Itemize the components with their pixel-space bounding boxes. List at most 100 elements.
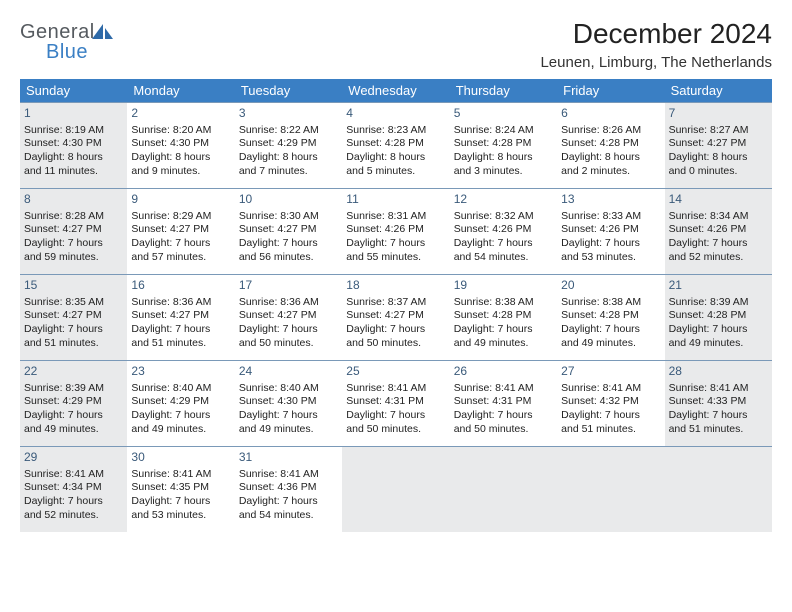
sunrise-text: Sunrise: 8:41 AM <box>454 382 553 396</box>
daylight1-text: Daylight: 8 hours <box>669 151 768 165</box>
sunset-text: Sunset: 4:29 PM <box>131 395 230 409</box>
daylight2-text: and 7 minutes. <box>239 165 338 179</box>
day-number: 3 <box>239 106 338 122</box>
calendar-cell: 25Sunrise: 8:41 AMSunset: 4:31 PMDayligh… <box>342 360 449 446</box>
sunset-text: Sunset: 4:26 PM <box>561 223 660 237</box>
sunrise-text: Sunrise: 8:33 AM <box>561 210 660 224</box>
calendar-cell: 22Sunrise: 8:39 AMSunset: 4:29 PMDayligh… <box>20 360 127 446</box>
sunrise-text: Sunrise: 8:41 AM <box>24 468 123 482</box>
day-number: 11 <box>346 192 445 208</box>
calendar-cell: 27Sunrise: 8:41 AMSunset: 4:32 PMDayligh… <box>557 360 664 446</box>
daylight1-text: Daylight: 7 hours <box>561 323 660 337</box>
daylight1-text: Daylight: 8 hours <box>454 151 553 165</box>
daylight2-text: and 50 minutes. <box>239 337 338 351</box>
daylight1-text: Daylight: 7 hours <box>561 409 660 423</box>
day-number: 12 <box>454 192 553 208</box>
daylight2-text: and 51 minutes. <box>561 423 660 437</box>
daylight1-text: Daylight: 8 hours <box>346 151 445 165</box>
calendar-cell: 13 Sunrise: 8:33 AMSunset: 4:26 PMDayligh… <box>557 188 664 274</box>
sunset-text: Sunset: 4:27 PM <box>239 309 338 323</box>
daylight1-text: Daylight: 7 hours <box>669 409 768 423</box>
day-number: 13 <box>561 192 660 208</box>
daylight1-text: Daylight: 7 hours <box>24 409 123 423</box>
day-number: 17 <box>239 278 338 294</box>
calendar-cell: 2Sunrise: 8:20 AMSunset: 4:30 PMDaylight… <box>127 102 234 188</box>
sunrise-text: Sunrise: 8:30 AM <box>239 210 338 224</box>
day-number: 26 <box>454 364 553 380</box>
calendar-cell: 24Sunrise: 8:40 AMSunset: 4:30 PMDayligh… <box>235 360 342 446</box>
sunset-text: Sunset: 4:27 PM <box>131 223 230 237</box>
daylight1-text: Daylight: 7 hours <box>239 495 338 509</box>
daylight2-text: and 51 minutes. <box>131 337 230 351</box>
daylight1-text: Daylight: 7 hours <box>561 237 660 251</box>
day-number: 18 <box>346 278 445 294</box>
calendar-cell: 29Sunrise: 8:41 AMSunset: 4:34 PMDayligh… <box>20 446 127 532</box>
calendar-cell: 5Sunrise: 8:24 AMSunset: 4:28 PMDaylight… <box>450 102 557 188</box>
daylight1-text: Daylight: 7 hours <box>346 323 445 337</box>
sunset-text: Sunset: 4:27 PM <box>24 223 123 237</box>
sunset-text: Sunset: 4:29 PM <box>239 137 338 151</box>
sunset-text: Sunset: 4:31 PM <box>346 395 445 409</box>
day-number: 30 <box>131 450 230 466</box>
logo-sail-icon <box>92 22 114 40</box>
sunrise-text: Sunrise: 8:24 AM <box>454 124 553 138</box>
daylight2-text: and 49 minutes. <box>131 423 230 437</box>
daylight2-text: and 0 minutes. <box>669 165 768 179</box>
calendar-cell: 31 Sunrise: 8:41 AMSunset: 4:36 PMDayligh… <box>235 446 342 532</box>
weekday-header: Wednesday <box>342 79 449 102</box>
day-number: 24 <box>239 364 338 380</box>
sunrise-text: Sunrise: 8:41 AM <box>239 468 338 482</box>
sunrise-text: Sunrise: 8:39 AM <box>669 296 768 310</box>
sunrise-text: Sunrise: 8:36 AM <box>239 296 338 310</box>
daylight2-text: and 50 minutes. <box>346 337 445 351</box>
sunset-text: Sunset: 4:28 PM <box>669 309 768 323</box>
day-number: 1 <box>24 106 123 122</box>
sunrise-text: Sunrise: 8:34 AM <box>669 210 768 224</box>
day-number: 20 <box>561 278 660 294</box>
daylight1-text: Daylight: 7 hours <box>454 237 553 251</box>
sunset-text: Sunset: 4:28 PM <box>561 309 660 323</box>
calendar-grid: 1Sunrise: 8:19 AMSunset: 4:30 PMDaylight… <box>20 102 772 532</box>
logo: General Blue <box>20 18 95 62</box>
logo-text-bottom: Blue <box>20 42 95 62</box>
sunset-text: Sunset: 4:36 PM <box>239 481 338 495</box>
day-number: 25 <box>346 364 445 380</box>
daylight1-text: Daylight: 7 hours <box>239 409 338 423</box>
calendar-cell: 14Sunrise: 8:34 AMSunset: 4:26 PMDayligh… <box>665 188 772 274</box>
sunrise-text: Sunrise: 8:31 AM <box>346 210 445 224</box>
daylight2-text: and 5 minutes. <box>346 165 445 179</box>
sunrise-text: Sunrise: 8:41 AM <box>131 468 230 482</box>
day-number: 27 <box>561 364 660 380</box>
sunset-text: Sunset: 4:30 PM <box>131 137 230 151</box>
sunset-text: Sunset: 4:30 PM <box>24 137 123 151</box>
sunrise-text: Sunrise: 8:27 AM <box>669 124 768 138</box>
sunset-text: Sunset: 4:28 PM <box>454 137 553 151</box>
daylight1-text: Daylight: 7 hours <box>24 323 123 337</box>
location-subtitle: Leunen, Limburg, The Netherlands <box>540 54 772 71</box>
calendar-cell: 26Sunrise: 8:41 AMSunset: 4:31 PMDayligh… <box>450 360 557 446</box>
sunset-text: Sunset: 4:27 PM <box>24 309 123 323</box>
sunset-text: Sunset: 4:32 PM <box>561 395 660 409</box>
sunrise-text: Sunrise: 8:26 AM <box>561 124 660 138</box>
weekday-header: Saturday <box>665 79 772 102</box>
sunset-text: Sunset: 4:26 PM <box>454 223 553 237</box>
calendar-cell: 23Sunrise: 8:40 AMSunset: 4:29 PMDayligh… <box>127 360 234 446</box>
daylight1-text: Daylight: 7 hours <box>131 495 230 509</box>
calendar-cell: 16Sunrise: 8:36 AMSunset: 4:27 PMDayligh… <box>127 274 234 360</box>
header: General Blue December 2024 Leunen, Limbu… <box>20 18 772 71</box>
calendar-cell: 8Sunrise: 8:28 AMSunset: 4:27 PMDaylight… <box>20 188 127 274</box>
empty-cell <box>557 446 664 532</box>
day-number: 9 <box>131 192 230 208</box>
daylight2-text: and 59 minutes. <box>24 251 123 265</box>
daylight2-text: and 54 minutes. <box>454 251 553 265</box>
day-number: 10 <box>239 192 338 208</box>
sunset-text: Sunset: 4:31 PM <box>454 395 553 409</box>
sunset-text: Sunset: 4:28 PM <box>346 137 445 151</box>
calendar-cell: 15Sunrise: 8:35 AMSunset: 4:27 PMDayligh… <box>20 274 127 360</box>
day-number: 23 <box>131 364 230 380</box>
sunrise-text: Sunrise: 8:36 AM <box>131 296 230 310</box>
daylight2-text: and 49 minutes. <box>24 423 123 437</box>
logo-text-top: General <box>20 22 95 42</box>
day-number: 19 <box>454 278 553 294</box>
day-number: 31 <box>239 450 338 466</box>
